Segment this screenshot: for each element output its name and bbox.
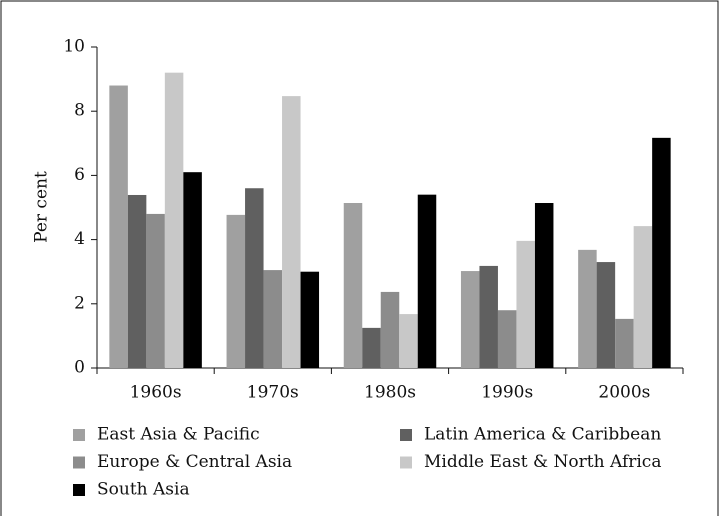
bar — [343, 203, 363, 368]
y-tick-label: 6 — [74, 165, 85, 185]
bar — [516, 240, 535, 368]
legend-label: East Asia & Pacific — [97, 425, 260, 445]
bar — [263, 270, 283, 368]
y-axis-label: Per cent — [32, 171, 52, 243]
legend-label: South Asia — [97, 480, 190, 500]
y-tick-label: 0 — [74, 358, 85, 378]
bar — [226, 214, 246, 368]
x-tick-label: 2000s — [598, 383, 650, 403]
y-tick-label: 10 — [63, 37, 85, 57]
bar — [479, 265, 498, 368]
x-tick-label: 1960s — [130, 383, 182, 403]
bar — [183, 172, 202, 368]
bar — [399, 314, 418, 368]
y-tick-label: 4 — [74, 229, 85, 249]
bar — [596, 262, 616, 368]
y-tick-label: 8 — [74, 101, 85, 121]
x-tick-label: 1980s — [364, 383, 416, 403]
legend-label: Europe & Central Asia — [97, 452, 292, 472]
legend-swatch — [73, 429, 85, 441]
bar — [652, 137, 671, 368]
legend-swatch — [400, 429, 412, 441]
bar — [300, 271, 320, 368]
bar — [460, 271, 480, 368]
bar — [633, 226, 653, 368]
legend-label: Middle East & North Africa — [424, 452, 661, 472]
bar — [245, 188, 264, 368]
legend-swatch — [73, 484, 85, 496]
legend-label: Latin America & Caribbean — [424, 425, 661, 445]
x-tick-label: 1970s — [247, 383, 299, 403]
y-tick-label: 2 — [74, 293, 85, 313]
bar — [109, 85, 128, 369]
bar — [282, 96, 301, 368]
x-tick-label: 1990s — [481, 383, 533, 403]
bar — [417, 194, 437, 368]
bar — [615, 318, 634, 368]
bar — [380, 291, 400, 368]
legend-swatch — [73, 456, 85, 469]
legend-swatch — [400, 456, 412, 469]
bar — [164, 72, 184, 369]
bar — [578, 249, 597, 368]
bar — [362, 327, 381, 368]
bar — [127, 194, 147, 368]
bar — [497, 310, 517, 368]
bar — [146, 213, 165, 368]
bar — [534, 203, 554, 368]
